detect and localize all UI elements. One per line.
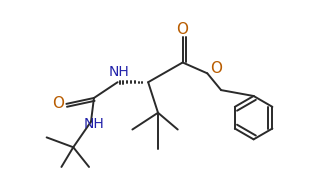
Text: NH: NH <box>84 117 104 131</box>
Text: O: O <box>52 96 65 111</box>
Text: NH: NH <box>108 65 129 79</box>
Text: O: O <box>176 22 188 37</box>
Text: O: O <box>210 61 222 76</box>
